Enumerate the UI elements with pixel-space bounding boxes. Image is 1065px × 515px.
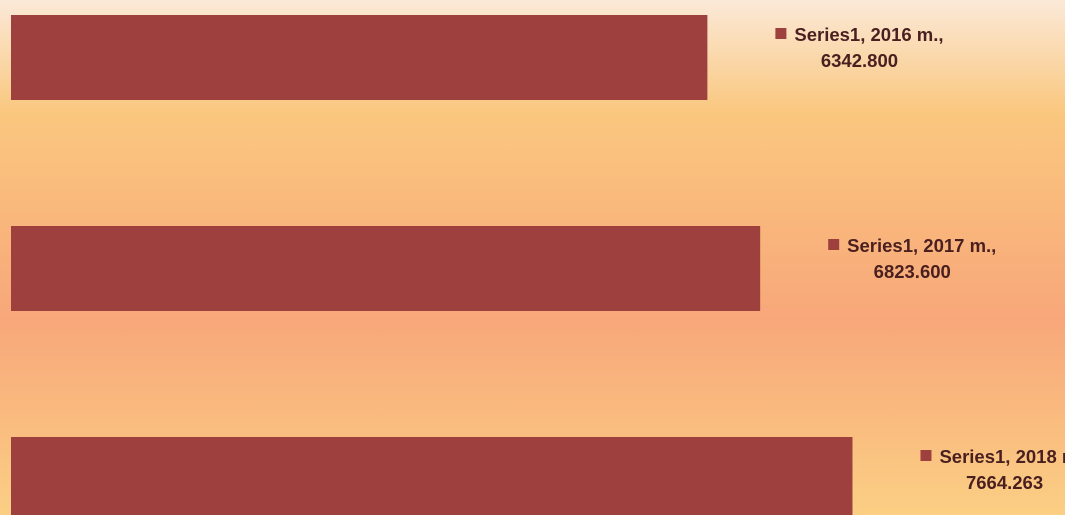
legend-key-marker [828,239,840,250]
bar-2017m [11,226,761,311]
data-label-line1: Series1, 2016 m., [794,24,943,45]
legend-key-marker [775,28,787,39]
data-label-value: 6823.600 [874,261,951,282]
legend-key-marker [920,450,932,461]
data-label-value: 6342.800 [821,50,898,71]
data-label-line1: Series1, 2018 m., [939,446,1065,467]
data-label-line1: Series1, 2017 m., [847,235,996,256]
bar-2016m [11,15,708,100]
bar-2018m [11,437,853,515]
data-label-value: 7664.263 [966,472,1043,493]
